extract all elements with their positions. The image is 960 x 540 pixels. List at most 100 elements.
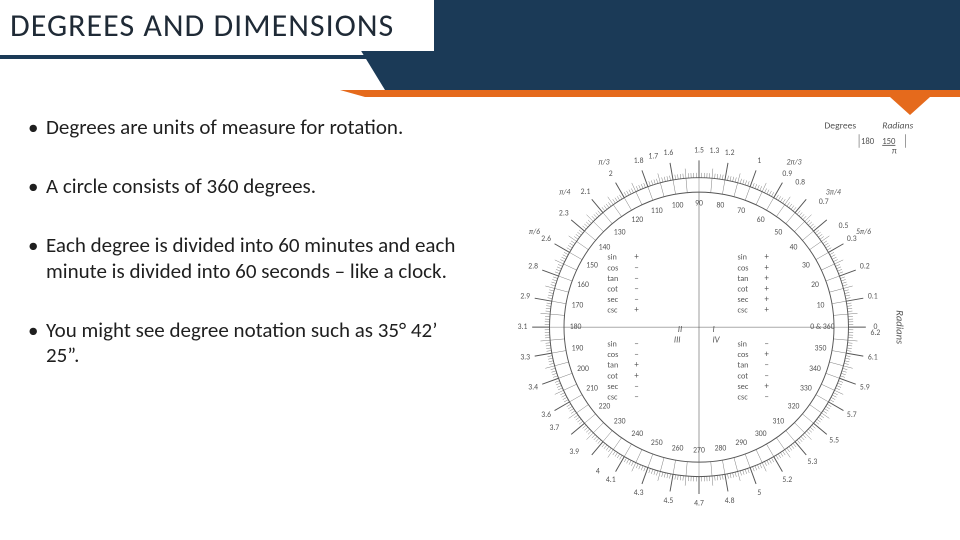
svg-text:5.7: 5.7 [847, 411, 857, 420]
svg-text:π/6: π/6 [529, 228, 540, 237]
svg-text:280: 280 [715, 445, 727, 454]
svg-text:0.8: 0.8 [795, 178, 805, 187]
svg-text:cos: cos [607, 350, 618, 360]
svg-text:+: + [634, 361, 639, 371]
svg-text:5.5: 5.5 [829, 436, 839, 445]
svg-text:10: 10 [817, 302, 825, 311]
svg-text:csc: csc [607, 306, 618, 316]
svg-text:−: − [634, 350, 638, 360]
svg-text:+: + [634, 253, 639, 263]
svg-text:170: 170 [572, 302, 584, 311]
svg-text:π: π [892, 147, 897, 157]
svg-text:Radians: Radians [894, 310, 907, 345]
svg-text:20: 20 [811, 281, 819, 290]
svg-text:5.2: 5.2 [782, 476, 792, 485]
svg-text:180: 180 [861, 137, 875, 147]
svg-text:4.5: 4.5 [663, 497, 673, 506]
svg-text:−: − [634, 382, 638, 392]
svg-text:200: 200 [577, 365, 589, 374]
svg-text:0.2: 0.2 [860, 263, 870, 272]
svg-text:270: 270 [693, 446, 705, 455]
svg-text:240: 240 [631, 430, 643, 439]
svg-text:0.9: 0.9 [782, 170, 792, 179]
title-underline [0, 55, 390, 59]
svg-text:0.5: 0.5 [839, 222, 849, 231]
svg-text:tan: tan [738, 361, 749, 371]
svg-text:350: 350 [815, 344, 827, 353]
svg-text:−: − [765, 392, 769, 402]
header: DEGREES AND DIMENSIONS COREPLUS AEROSPAC… [0, 0, 960, 90]
svg-text:40: 40 [790, 244, 798, 253]
svg-text:1.6: 1.6 [663, 149, 673, 158]
svg-text:+: + [634, 371, 639, 381]
svg-text:120: 120 [631, 216, 643, 225]
svg-text:0.7: 0.7 [819, 198, 829, 207]
svg-text:5.9: 5.9 [860, 383, 870, 392]
svg-text:cos: cos [607, 263, 618, 273]
svg-text:sec: sec [738, 382, 749, 392]
svg-text:140: 140 [599, 244, 611, 253]
svg-text:180: 180 [570, 323, 582, 332]
svg-text:0 & 360: 0 & 360 [810, 323, 834, 332]
svg-text:+: + [765, 295, 770, 305]
svg-text:6.2: 6.2 [870, 329, 880, 338]
svg-text:+: + [634, 306, 639, 316]
svg-text:cot: cot [607, 371, 618, 381]
svg-text:I: I [713, 325, 715, 335]
svg-text:+: + [765, 253, 770, 263]
svg-text:160: 160 [577, 281, 589, 290]
bullet-item: Degrees are units of measure for rotatio… [24, 115, 469, 140]
svg-text:50: 50 [774, 228, 782, 237]
svg-text:III: III [674, 336, 681, 346]
svg-text:sin: sin [607, 339, 616, 349]
svg-text:2.1: 2.1 [581, 188, 591, 197]
svg-text:−: − [634, 339, 638, 349]
svg-text:π/4: π/4 [559, 189, 570, 198]
svg-text:sin: sin [738, 253, 747, 263]
svg-text:tan: tan [607, 361, 618, 371]
svg-text:−: − [634, 284, 638, 294]
svg-text:1.8: 1.8 [634, 157, 644, 166]
svg-text:3π/4: 3π/4 [826, 189, 841, 198]
svg-text:60: 60 [757, 216, 765, 225]
svg-text:II: II [678, 325, 682, 335]
svg-text:2.8: 2.8 [528, 263, 538, 272]
svg-text:+: + [765, 382, 770, 392]
svg-text:3.4: 3.4 [528, 383, 538, 392]
svg-text:230: 230 [614, 418, 626, 427]
svg-text:330: 330 [800, 385, 812, 394]
svg-text:110: 110 [651, 207, 663, 216]
svg-text:100: 100 [672, 201, 684, 210]
svg-text:80: 80 [717, 201, 725, 210]
svg-text:+: + [765, 274, 770, 284]
accent-line [365, 90, 960, 97]
svg-text:4.1: 4.1 [606, 476, 616, 485]
svg-text:310: 310 [772, 418, 784, 427]
svg-text:−: − [765, 371, 769, 381]
svg-text:2.3: 2.3 [559, 210, 569, 219]
pennant-icon [890, 97, 930, 115]
svg-text:sin: sin [738, 339, 747, 349]
bullet-item: Each degree is divided into 60 minutes a… [24, 233, 469, 283]
svg-text:csc: csc [738, 306, 749, 316]
svg-text:+: + [765, 263, 770, 273]
svg-text:3.1: 3.1 [518, 323, 528, 332]
page-title: DEGREES AND DIMENSIONS [10, 6, 394, 51]
svg-text:csc: csc [738, 392, 749, 402]
svg-text:2.6: 2.6 [541, 235, 551, 244]
svg-text:2π/3: 2π/3 [786, 158, 801, 167]
svg-text:π/3: π/3 [598, 158, 609, 167]
svg-text:4.7: 4.7 [694, 499, 704, 508]
svg-text:260: 260 [672, 445, 684, 454]
svg-text:1.7: 1.7 [648, 153, 658, 162]
svg-text:−: − [634, 274, 638, 284]
header-banner [385, 0, 960, 90]
svg-text:sin: sin [607, 253, 616, 263]
svg-text:340: 340 [809, 365, 821, 374]
content: Degrees are units of measure for rotatio… [0, 90, 960, 520]
svg-text:tan: tan [607, 274, 618, 284]
svg-text:220: 220 [599, 402, 611, 411]
svg-text:sec: sec [607, 382, 618, 392]
svg-text:IV: IV [713, 336, 721, 346]
svg-text:csc: csc [607, 392, 618, 402]
